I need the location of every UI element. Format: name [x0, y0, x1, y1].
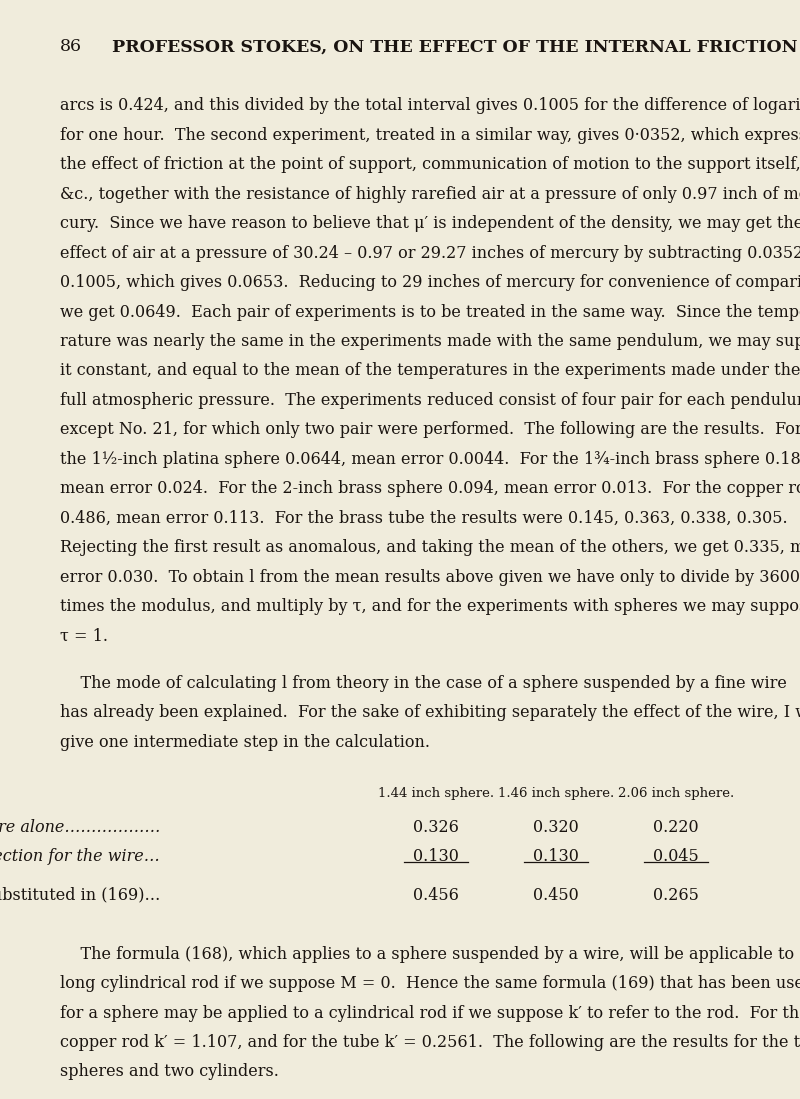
Text: 1.46 inch sphere.: 1.46 inch sphere. [498, 787, 614, 800]
Text: 0.130: 0.130 [533, 848, 579, 865]
Text: 0.486, mean error 0.113.  For the brass tube the results were 0.145, 0.363, 0.33: 0.486, mean error 0.113. For the brass t… [60, 510, 788, 526]
Text: the 1½-inch platina sphere 0.0644, mean error 0.0044.  For the 1¾-inch brass sph: the 1½-inch platina sphere 0.0644, mean … [60, 451, 800, 468]
Text: rature was nearly the same in the experiments made with the same pendulum, we ma: rature was nearly the same in the experi… [60, 333, 800, 349]
Text: we get 0.0649.  Each pair of experiments is to be treated in the same way.  Sinc: we get 0.0649. Each pair of experiments … [60, 303, 800, 321]
Text: for one hour.  The second experiment, treated in a similar way, gives 0·0352, wh: for one hour. The second experiment, tre… [60, 126, 800, 144]
Text: 0.320: 0.320 [533, 819, 579, 836]
Text: arcs is 0.424, and this divided by the total interval gives 0.1005 for the diffe: arcs is 0.424, and this divided by the t… [60, 98, 800, 114]
Text: copper rod k′ = 1.107, and for the tube k′ = 0.2561.  The following are the resu: copper rod k′ = 1.107, and for the tube … [60, 1034, 800, 1051]
Text: cury.  Since we have reason to believe that μ′ is independent of the density, we: cury. Since we have reason to believe th… [60, 215, 800, 232]
Text: has already been explained.  For the sake of exhibiting separately the effect of: has already been explained. For the sake… [60, 704, 800, 721]
Text: it constant, and equal to the mean of the temperatures in the experiments made u: it constant, and equal to the mean of th… [60, 363, 800, 379]
Text: 0.130: 0.130 [413, 848, 459, 865]
Text: spheres and two cylinders.: spheres and two cylinders. [60, 1064, 279, 1080]
Text: 0.220: 0.220 [653, 819, 699, 836]
Text: Rejecting the first result as anomalous, and taking the mean of the others, we g: Rejecting the first result as anomalous,… [60, 540, 800, 556]
Text: for a sphere may be applied to a cylindrical rod if we suppose k′ to refer to th: for a sphere may be applied to a cylindr… [60, 1004, 800, 1022]
Text: Δk′, the correction for the wire…: Δk′, the correction for the wire… [0, 848, 160, 865]
Text: The formula (168), which applies to a sphere suspended by a wire, will be applic: The formula (168), which applies to a sp… [60, 945, 800, 963]
Text: The mode of calculating l from theory in the case of a sphere suspended by a fin: The mode of calculating l from theory in… [60, 675, 787, 691]
Text: Total, to be substituted in (169)…: Total, to be substituted in (169)… [0, 887, 160, 903]
Text: mean error 0.024.  For the 2-inch brass sphere 0.094, mean error 0.013.  For the: mean error 0.024. For the 2-inch brass s… [60, 480, 800, 497]
Text: except No. 21, for which only two pair were performed.  The following are the re: except No. 21, for which only two pair w… [60, 421, 800, 439]
Text: error 0.030.  To obtain l from the mean results above given we have only to divi: error 0.030. To obtain l from the mean r… [60, 568, 800, 586]
Text: the effect of friction at the point of support, communication of motion to the s: the effect of friction at the point of s… [60, 156, 800, 174]
Text: 0.450: 0.450 [533, 887, 579, 903]
Text: long cylindrical rod if we suppose M = 0.  Hence the same formula (169) that has: long cylindrical rod if we suppose M = 0… [60, 975, 800, 992]
Text: 2.06 inch sphere.: 2.06 inch sphere. [618, 787, 734, 800]
Text: 0.1005, which gives 0.0653.  Reducing to 29 inches of mercury for convenience of: 0.1005, which gives 0.0653. Reducing to … [60, 274, 800, 291]
Text: k′, for sphere alone………………: k′, for sphere alone……………… [0, 819, 160, 836]
Text: 86: 86 [60, 38, 82, 55]
Text: 0.326: 0.326 [413, 819, 459, 836]
Text: full atmospheric pressure.  The experiments reduced consist of four pair for eac: full atmospheric pressure. The experimen… [60, 392, 800, 409]
Text: 1.44 inch sphere.: 1.44 inch sphere. [378, 787, 494, 800]
Text: &c., together with the resistance of highly rarefied air at a pressure of only 0: &c., together with the resistance of hig… [60, 186, 800, 202]
Text: effect of air at a pressure of 30.24 – 0.97 or 29.27 inches of mercury by subtra: effect of air at a pressure of 30.24 – 0… [60, 245, 800, 262]
Text: PROFESSOR STOKES, ON THE EFFECT OF THE INTERNAL FRICTION: PROFESSOR STOKES, ON THE EFFECT OF THE I… [112, 38, 798, 55]
Text: times the modulus, and multiply by τ, and for the experiments with spheres we ma: times the modulus, and multiply by τ, an… [60, 598, 800, 615]
Text: 0.265: 0.265 [653, 887, 699, 903]
Text: give one intermediate step in the calculation.: give one intermediate step in the calcul… [60, 733, 430, 751]
Text: 0.045: 0.045 [653, 848, 699, 865]
Text: 0.456: 0.456 [413, 887, 459, 903]
Text: τ = 1.: τ = 1. [60, 628, 108, 644]
